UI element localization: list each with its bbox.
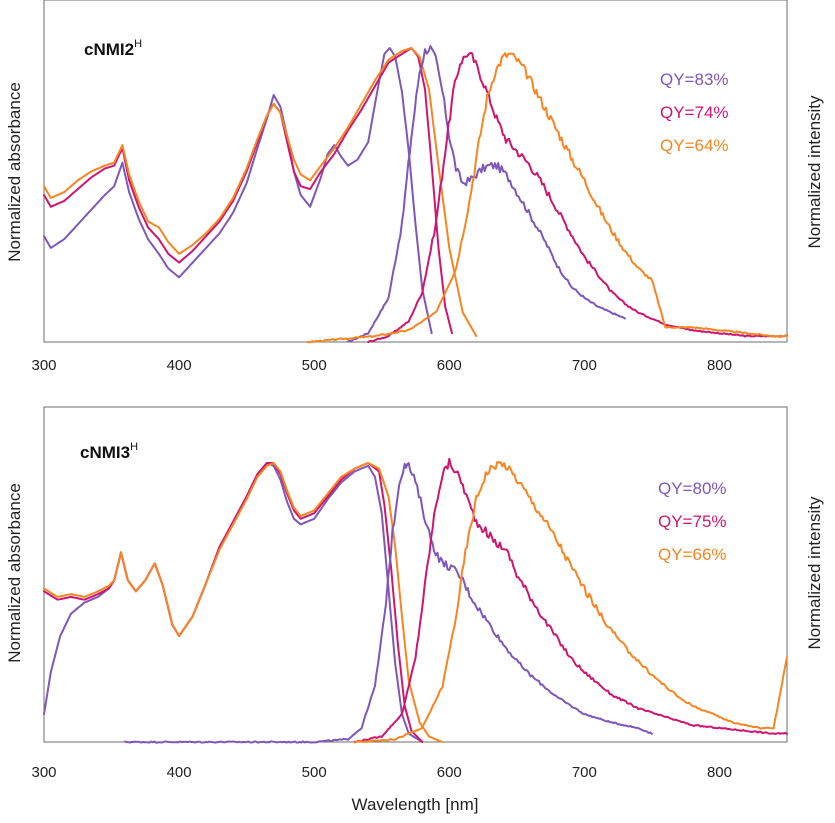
series-line-emission-magenta	[367, 51, 788, 344]
panel-title-text: cNMI2	[84, 40, 134, 59]
panel-cnmi3: cNMI3H Normalized absorbance Normalized …	[5, 406, 824, 781]
x-tick-label: 600	[437, 357, 462, 374]
x-tick-label: 400	[167, 357, 192, 374]
qy-label: QY=64%	[660, 136, 729, 155]
panel-title-superscript: H	[130, 441, 138, 453]
quantum-yield-labels: QY=80% QY=75% QY=66%	[658, 479, 727, 564]
qy-label: QY=74%	[660, 103, 729, 122]
y-axis-label-left: Normalized absorbance	[5, 82, 24, 262]
y-axis-label-right: Normalized intensity	[805, 496, 824, 650]
x-tick-labels: 300 400 500 600 700 800	[31, 357, 731, 374]
y-axis-label-right: Normalized intensity	[805, 95, 824, 249]
x-tick-label: 800	[707, 764, 732, 781]
series-line-absorbance-magenta	[43, 47, 453, 335]
y-axis-label-left: Normalized absorbance	[5, 483, 24, 663]
x-axis-label: Wavelength [nm]	[352, 795, 479, 814]
panel-title: cNMI2H	[84, 38, 142, 59]
series-line-absorbance-orange	[43, 47, 478, 338]
x-tick-label: 300	[31, 764, 56, 781]
panel-title: cNMI3H	[80, 441, 138, 462]
series-line-emission-magenta	[353, 457, 788, 743]
plot-frame	[43, 406, 788, 743]
panel-cnmi2: cNMI2H Normalized absorbance Normalized …	[5, 0, 824, 374]
series-line-absorbance-magenta	[43, 462, 424, 743]
series-line-emission-purple	[124, 462, 653, 744]
quantum-yield-labels: QY=83% QY=74% QY=64%	[660, 70, 729, 155]
series-line-emission-orange	[353, 461, 788, 744]
series-group	[43, 457, 788, 744]
series-line-absorbance-purple	[43, 462, 424, 743]
x-tick-label: 600	[437, 764, 462, 781]
x-tick-label: 300	[31, 357, 56, 374]
x-tick-label: 800	[707, 357, 732, 374]
series-line-emission-purple	[347, 45, 626, 343]
x-tick-label: 500	[302, 357, 327, 374]
x-tick-label: 400	[167, 764, 192, 781]
plot-frame	[43, 0, 788, 343]
x-tick-label: 500	[302, 764, 327, 781]
x-tick-label: 700	[572, 357, 597, 374]
x-tick-label: 700	[572, 764, 597, 781]
series-line-absorbance-orange	[43, 462, 444, 743]
series-line-emission-orange	[306, 52, 788, 344]
panel-title-text: cNMI3	[80, 443, 130, 462]
qy-label: QY=66%	[658, 545, 727, 564]
panel-title-superscript: H	[134, 38, 142, 50]
qy-label: QY=75%	[658, 512, 727, 531]
qy-label: QY=80%	[658, 479, 727, 498]
series-group	[43, 45, 788, 344]
series-line-absorbance-purple	[43, 47, 433, 335]
x-tick-labels: 300 400 500 600 700 800	[31, 764, 731, 781]
qy-label: QY=83%	[660, 70, 729, 89]
